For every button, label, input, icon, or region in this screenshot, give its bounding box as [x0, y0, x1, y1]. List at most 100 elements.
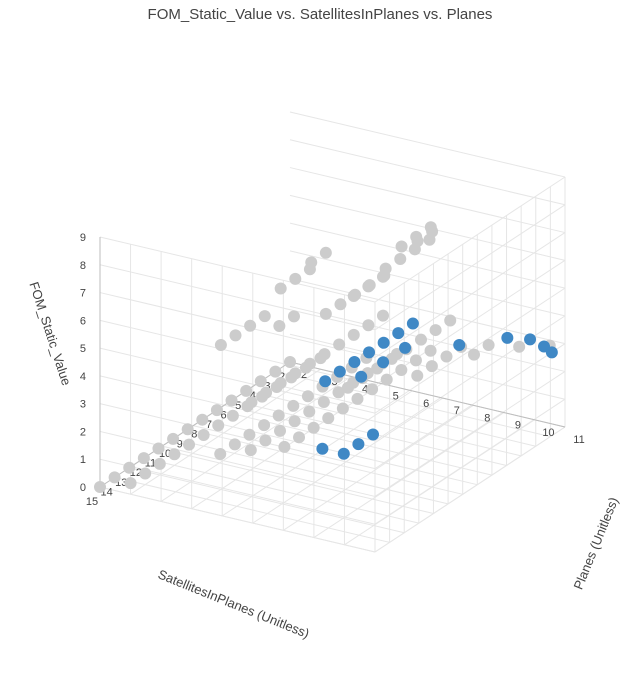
data-point[interactable]: [426, 225, 439, 238]
data-point-highlight[interactable]: [392, 327, 405, 340]
data-point[interactable]: [278, 440, 291, 453]
data-point[interactable]: [395, 364, 408, 377]
data-point-highlight[interactable]: [501, 331, 514, 344]
data-point[interactable]: [123, 461, 136, 474]
data-point[interactable]: [287, 399, 300, 412]
data-point[interactable]: [301, 390, 314, 403]
data-point[interactable]: [254, 375, 267, 388]
data-point[interactable]: [411, 235, 424, 248]
data-point[interactable]: [183, 438, 196, 451]
data-point-highlight[interactable]: [406, 317, 419, 330]
data-point[interactable]: [240, 384, 253, 397]
data-point[interactable]: [153, 457, 166, 470]
data-point[interactable]: [269, 365, 282, 378]
data-point[interactable]: [376, 270, 389, 283]
data-point[interactable]: [482, 339, 495, 352]
data-point[interactable]: [513, 340, 526, 353]
data-point[interactable]: [341, 381, 354, 394]
data-point[interactable]: [411, 369, 424, 382]
data-point[interactable]: [332, 386, 345, 399]
data-point[interactable]: [152, 442, 165, 455]
data-point[interactable]: [272, 409, 285, 422]
data-point[interactable]: [243, 428, 256, 441]
data-point-highlight[interactable]: [319, 375, 332, 388]
data-point[interactable]: [214, 447, 227, 460]
data-point[interactable]: [197, 429, 210, 442]
data-point[interactable]: [274, 282, 287, 295]
data-point[interactable]: [245, 396, 258, 409]
data-point[interactable]: [307, 421, 320, 434]
data-point[interactable]: [303, 357, 316, 370]
data-point-highlight[interactable]: [377, 336, 390, 349]
data-point[interactable]: [212, 419, 225, 432]
data-point[interactable]: [362, 319, 375, 332]
data-point[interactable]: [196, 413, 209, 426]
data-point-highlight[interactable]: [524, 333, 537, 346]
data-point[interactable]: [274, 424, 287, 437]
data-point[interactable]: [260, 386, 273, 399]
data-point[interactable]: [347, 328, 360, 341]
data-point[interactable]: [336, 402, 349, 415]
data-point[interactable]: [366, 383, 379, 396]
data-point-highlight[interactable]: [337, 447, 350, 460]
data-point-highlight[interactable]: [453, 338, 466, 351]
data-point[interactable]: [287, 310, 300, 323]
data-point[interactable]: [319, 246, 332, 259]
data-point[interactable]: [305, 256, 318, 269]
data-point[interactable]: [440, 350, 453, 363]
data-point[interactable]: [317, 396, 330, 409]
data-point[interactable]: [226, 409, 239, 422]
data-point[interactable]: [322, 412, 335, 425]
data-point[interactable]: [124, 477, 137, 490]
data-point[interactable]: [414, 333, 427, 346]
data-point[interactable]: [351, 392, 364, 405]
data-point[interactable]: [293, 431, 306, 444]
data-point[interactable]: [168, 448, 181, 461]
data-point-highlight[interactable]: [367, 428, 380, 441]
data-point[interactable]: [362, 280, 375, 293]
data-point[interactable]: [259, 434, 272, 447]
data-point-highlight[interactable]: [333, 365, 346, 378]
data-point[interactable]: [258, 419, 271, 432]
data-point[interactable]: [139, 467, 152, 480]
data-point[interactable]: [380, 373, 393, 386]
data-point[interactable]: [181, 423, 194, 436]
data-point-highlight[interactable]: [377, 356, 390, 369]
data-point-highlight[interactable]: [355, 370, 368, 383]
data-point[interactable]: [424, 344, 437, 357]
data-point[interactable]: [429, 324, 442, 337]
data-point[interactable]: [244, 444, 257, 457]
data-point[interactable]: [376, 309, 389, 322]
data-point-highlight[interactable]: [348, 356, 361, 369]
data-point[interactable]: [273, 319, 286, 332]
data-point-highlight[interactable]: [316, 442, 329, 455]
data-point[interactable]: [303, 405, 316, 418]
data-point[interactable]: [228, 438, 241, 451]
data-point[interactable]: [347, 290, 360, 303]
data-point[interactable]: [284, 356, 296, 368]
data-point-highlight[interactable]: [363, 346, 376, 359]
data-point[interactable]: [244, 319, 257, 332]
data-point[interactable]: [210, 404, 223, 417]
data-point[interactable]: [425, 360, 438, 373]
data-point[interactable]: [167, 432, 180, 445]
data-point[interactable]: [467, 348, 480, 361]
data-point[interactable]: [94, 481, 106, 493]
data-point[interactable]: [225, 394, 238, 407]
data-point[interactable]: [229, 329, 242, 342]
data-point[interactable]: [319, 307, 332, 320]
data-point[interactable]: [289, 367, 302, 380]
data-point[interactable]: [288, 415, 301, 428]
data-point-highlight[interactable]: [399, 341, 412, 354]
data-point[interactable]: [137, 452, 150, 465]
data-point[interactable]: [258, 310, 271, 323]
data-point[interactable]: [108, 471, 121, 484]
data-point[interactable]: [334, 298, 347, 311]
points-layer[interactable]: [94, 221, 558, 493]
data-point[interactable]: [274, 376, 287, 389]
data-point[interactable]: [318, 348, 331, 361]
data-point[interactable]: [214, 338, 227, 351]
data-point[interactable]: [394, 252, 407, 265]
data-point[interactable]: [409, 354, 422, 367]
